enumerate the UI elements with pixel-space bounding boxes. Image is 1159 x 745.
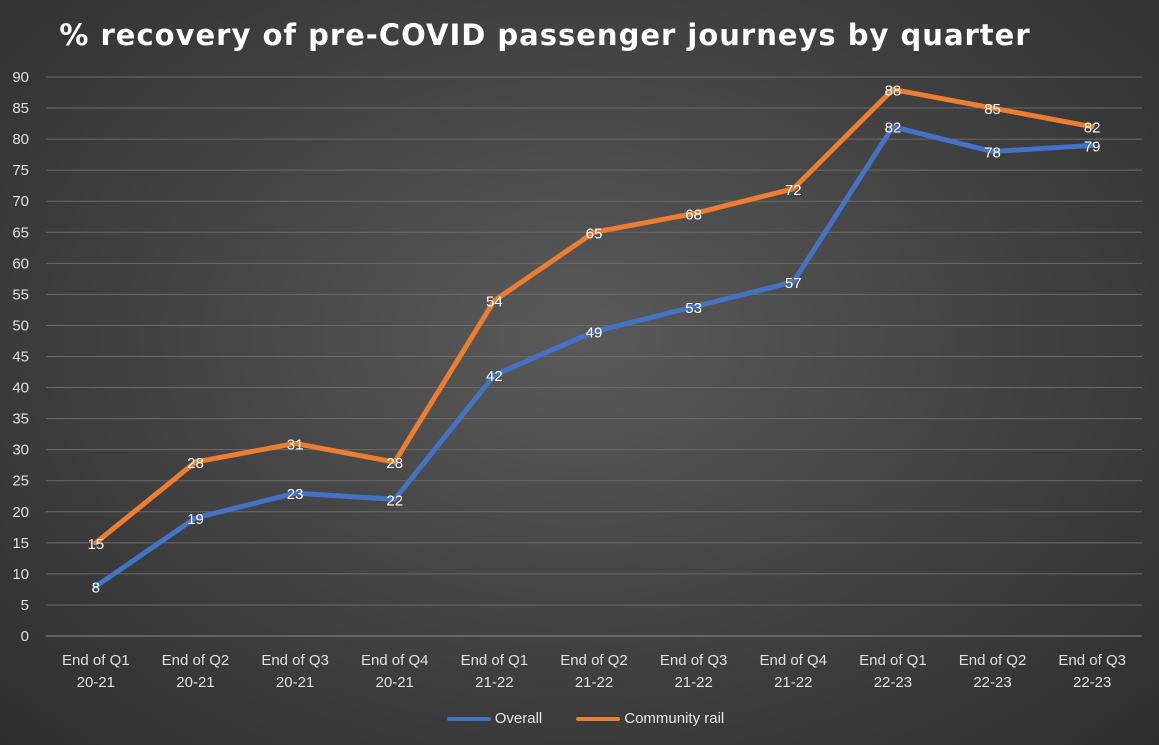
x-tick-label: End of Q1 — [461, 652, 529, 669]
data-label: 28 — [187, 455, 204, 472]
y-tick-label: 25 — [12, 473, 29, 490]
legend-label-overall: Overall — [494, 710, 543, 727]
x-tick-label: 20-21 — [276, 674, 314, 691]
data-label: 82 — [885, 120, 902, 137]
series-line-overall — [93, 124, 1095, 589]
x-tick-label: 21-22 — [674, 674, 712, 691]
x-tick-label: 21-22 — [575, 674, 613, 691]
legend-item-community-rail: Community rail — [576, 710, 724, 727]
data-label: 65 — [586, 225, 603, 242]
x-tick-label: End of Q1 — [62, 652, 130, 669]
y-tick-label: 5 — [21, 597, 29, 614]
y-tick-label: 20 — [12, 504, 29, 521]
y-tick-label: 75 — [12, 162, 29, 179]
x-tick-label: End of Q2 — [560, 652, 628, 669]
legend: Overall Community rail — [0, 710, 1159, 727]
y-tick-label: 80 — [12, 131, 29, 148]
x-tick-label: 22-23 — [973, 674, 1011, 691]
x-tick-label: End of Q4 — [759, 652, 827, 669]
x-tick-label: 22-23 — [874, 674, 912, 691]
legend-swatch-community-rail — [576, 716, 621, 721]
y-tick-label: 85 — [12, 100, 29, 117]
data-label: 22 — [386, 492, 403, 509]
chart-title: % recovery of pre-COVID passenger journe… — [59, 18, 1031, 52]
x-tick-label: 21-22 — [475, 674, 513, 691]
y-tick-label: 45 — [12, 349, 29, 366]
x-tick-label: End of Q2 — [959, 652, 1027, 669]
x-tick-label: 20-21 — [77, 674, 115, 691]
data-label: 85 — [984, 101, 1001, 118]
data-label: 57 — [785, 275, 802, 292]
y-tick-label: 55 — [12, 286, 29, 303]
data-label: 8 — [92, 579, 100, 596]
y-tick-label: 50 — [12, 317, 29, 334]
series-line-community-rail — [93, 86, 1095, 546]
data-label: 78 — [984, 145, 1001, 162]
x-tick-label: 22-23 — [1073, 674, 1111, 691]
legend-swatch-overall — [446, 716, 491, 721]
data-label: 49 — [586, 325, 603, 342]
x-tick-label: End of Q4 — [361, 652, 429, 669]
y-tick-label: 40 — [12, 380, 29, 397]
y-tick-label: 60 — [12, 255, 29, 272]
data-label: 79 — [1084, 138, 1101, 155]
x-tick-label: End of Q2 — [162, 652, 230, 669]
x-tick-label: 20-21 — [176, 674, 214, 691]
legend-label-community-rail: Community rail — [624, 710, 725, 727]
data-label: 31 — [287, 436, 304, 453]
data-label: 68 — [685, 207, 702, 224]
data-label: 42 — [486, 368, 503, 385]
x-tick-label: End of Q3 — [261, 652, 329, 669]
y-tick-label: 30 — [12, 442, 29, 459]
y-tick-label: 15 — [12, 535, 29, 552]
data-label: 72 — [785, 182, 802, 199]
legend-item-overall: Overall — [446, 710, 543, 727]
data-label: 88 — [885, 82, 902, 99]
x-tick-label: End of Q3 — [1058, 652, 1126, 669]
x-tick-label: End of Q3 — [660, 652, 728, 669]
data-label: 54 — [486, 294, 503, 311]
data-label: 15 — [87, 536, 104, 553]
data-label: 82 — [1084, 120, 1101, 137]
y-tick-label: 35 — [12, 411, 29, 428]
y-tick-label: 90 — [12, 69, 29, 86]
x-tick-label: 20-21 — [376, 674, 414, 691]
data-label: 28 — [386, 455, 403, 472]
x-tick-label: 21-22 — [774, 674, 812, 691]
data-label: 53 — [685, 300, 702, 317]
x-tick-label: End of Q1 — [859, 652, 927, 669]
data-label: 19 — [187, 511, 204, 528]
y-tick-label: 0 — [21, 628, 29, 645]
y-tick-label: 70 — [12, 193, 29, 210]
y-tick-label: 10 — [12, 566, 29, 583]
y-tick-label: 65 — [12, 224, 29, 241]
data-label: 23 — [287, 486, 304, 503]
